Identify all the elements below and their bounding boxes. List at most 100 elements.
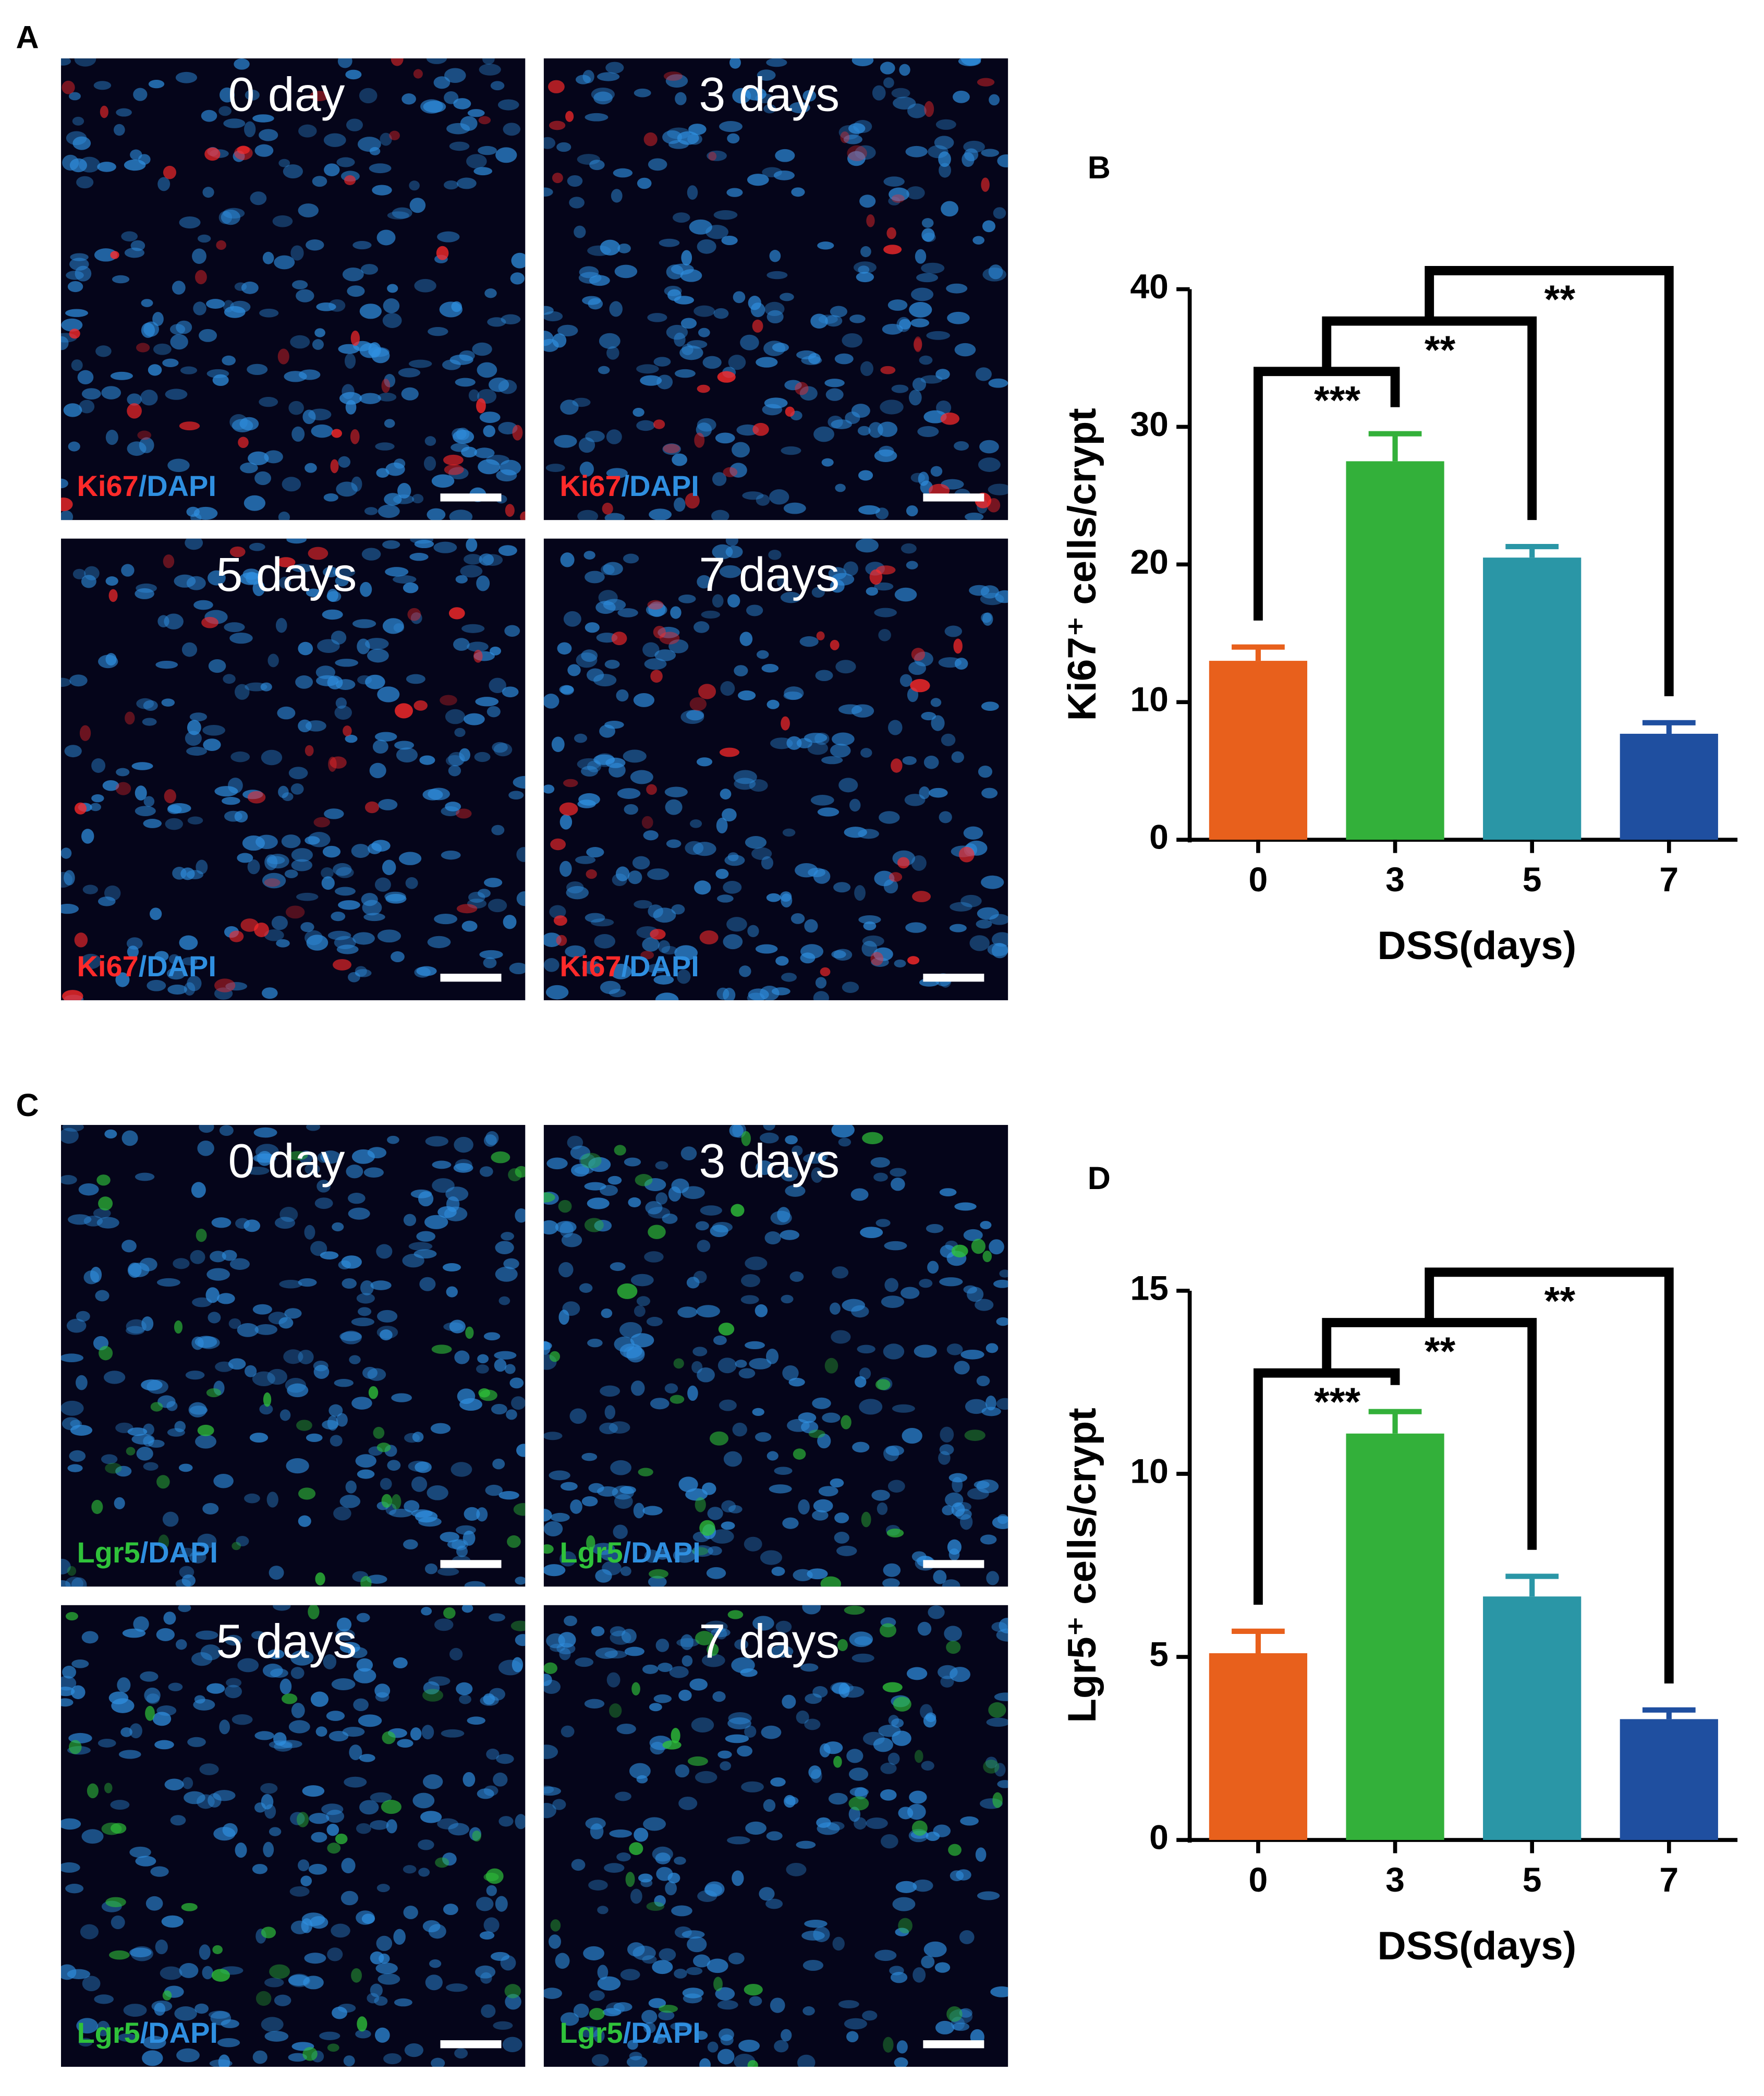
nucleus: [442, 359, 461, 370]
nucleus: [565, 945, 586, 958]
nucleus: [633, 693, 655, 707]
nucleus: [559, 1221, 574, 1238]
nucleus: [662, 130, 683, 144]
stained-cell: [478, 116, 491, 125]
nucleus: [508, 791, 524, 800]
stained-cell: [465, 1326, 474, 1339]
stained-cell: [752, 422, 769, 436]
nucleus: [288, 1720, 310, 1734]
nucleus: [440, 1532, 459, 1543]
nucleus: [320, 1251, 339, 1259]
nucleus: [430, 1423, 451, 1434]
nucleus: [167, 458, 190, 472]
nucleus: [597, 72, 620, 81]
nucleus: [738, 1368, 756, 1379]
nucleus: [712, 594, 724, 608]
stained-cell: [150, 1402, 163, 1412]
nucleus: [298, 1859, 310, 1872]
nucleus: [579, 1154, 596, 1168]
nucleus: [647, 868, 670, 880]
nucleus: [856, 272, 874, 283]
nucleus: [604, 1405, 616, 1420]
nucleus: [804, 733, 828, 743]
stained-cell: [373, 1426, 385, 1439]
nucleus: [406, 674, 425, 684]
nucleus: [374, 1996, 388, 2006]
nucleus: [929, 787, 948, 798]
nucleus: [476, 1364, 489, 1374]
nucleus: [96, 1217, 119, 1229]
nucleus: [314, 328, 325, 337]
nucleus: [478, 459, 501, 475]
nucleus: [486, 1748, 500, 1760]
stained-cell: [327, 2043, 339, 2052]
nucleus: [331, 1923, 350, 1938]
nucleus: [866, 1818, 888, 1830]
nucleus: [975, 1847, 987, 1862]
nucleus: [398, 852, 422, 865]
nucleus: [154, 951, 169, 962]
stained-cell: [631, 1682, 640, 1695]
nucleus: [490, 81, 505, 91]
nucleus: [923, 1714, 936, 1728]
stained-cell: [580, 1153, 602, 1169]
nucleus: [304, 1953, 326, 1964]
nucleus: [994, 1763, 1006, 1777]
nucleus: [659, 1948, 676, 1961]
nucleus: [511, 1396, 526, 1410]
nucleus: [195, 1434, 216, 1449]
nucleus: [849, 314, 866, 323]
nucleus: [647, 313, 667, 322]
nucleus: [356, 1823, 371, 1834]
nucleus: [628, 1197, 641, 1208]
stained-cell: [507, 1535, 521, 1548]
stained-cell: [381, 1800, 402, 1814]
nucleus: [121, 231, 138, 241]
nucleus: [832, 732, 855, 746]
nucleus: [274, 1994, 291, 2006]
nucleus: [515, 1814, 526, 1830]
nucleus: [338, 900, 360, 910]
nucleus: [985, 1396, 996, 1411]
nucleus: [185, 1371, 205, 1380]
stained-cell: [282, 1693, 298, 1704]
nucleus: [455, 575, 468, 584]
nucleus: [665, 1881, 677, 1896]
stained-cell: [625, 1872, 635, 1887]
scale-bar: [440, 2040, 502, 2049]
nucleus: [808, 1765, 822, 1779]
nucleus: [577, 510, 599, 520]
nucleus: [382, 313, 402, 329]
stained-cell: [586, 869, 597, 879]
nucleus: [986, 1571, 999, 1585]
nucleus: [662, 1213, 678, 1224]
stained-cell: [431, 1344, 452, 1354]
nucleus: [202, 187, 214, 198]
nucleus: [431, 474, 455, 488]
nucleus: [104, 1129, 117, 1138]
nucleus: [491, 1403, 507, 1415]
nucleus: [543, 1564, 566, 1577]
stained-cell: [391, 1494, 402, 1510]
nucleus: [669, 1666, 689, 1678]
nucleus: [880, 1834, 898, 1849]
nucleus: [907, 103, 927, 118]
stain-label: Lgr5/DAPI: [559, 2016, 700, 2049]
nucleus: [422, 1920, 441, 1933]
nucleus: [223, 674, 236, 684]
nucleus: [214, 987, 233, 1000]
stained-cell: [548, 80, 565, 93]
nucleus: [454, 2048, 468, 2059]
nucleus: [355, 1454, 376, 1468]
nucleus: [356, 1613, 370, 1622]
nucleus: [713, 308, 729, 319]
nucleus: [877, 1502, 888, 1515]
nucleus: [721, 1500, 736, 1513]
micrograph-background: [543, 58, 1008, 520]
stained-cell: [212, 1945, 223, 1954]
nucleus: [135, 806, 156, 816]
nucleus: [883, 77, 894, 88]
nucleus: [969, 585, 990, 596]
stained-cell: [659, 632, 680, 645]
cells: [543, 538, 1008, 1000]
